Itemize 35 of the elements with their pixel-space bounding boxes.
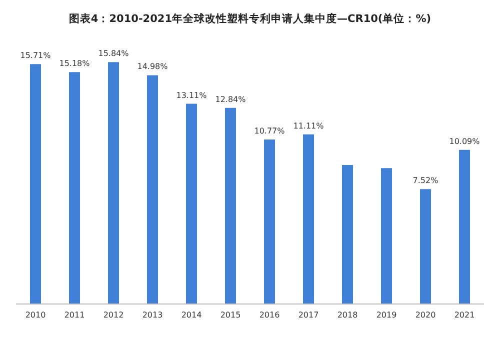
bar (108, 62, 119, 304)
x-tick-label: 2014 (181, 310, 202, 320)
data-label: 10.09% (449, 136, 480, 146)
x-tick-label: 2019 (376, 310, 397, 320)
bar (30, 64, 41, 304)
data-label: 7.52% (412, 176, 439, 186)
data-label: 15.71% (20, 51, 52, 60)
bar (381, 168, 392, 304)
data-label: 10.77% (254, 126, 286, 136)
bar (147, 75, 158, 304)
bar (342, 165, 353, 304)
x-tick-label: 2020 (415, 310, 436, 320)
bar (303, 134, 314, 304)
bar (459, 150, 470, 304)
data-label: 13.11% (176, 90, 208, 100)
bar (69, 72, 80, 304)
data-label: 12.84% (215, 94, 246, 104)
data-label: 11.11% (293, 121, 324, 130)
x-tick-label: 2016 (259, 310, 280, 320)
data-label: 14.98% (137, 62, 168, 72)
chart-title: 图表4：2010-2021年全球改性塑料专利申请人集中度—CR10(单位：%) (68, 12, 432, 27)
bar (186, 104, 197, 304)
data-label: 15.84% (98, 49, 130, 58)
data-label: 15.18% (59, 59, 90, 68)
bar (420, 189, 431, 304)
x-tick-label: 2010 (25, 310, 46, 320)
x-tick-label: 2013 (142, 310, 163, 320)
x-tick-label: 2012 (103, 310, 124, 320)
x-tick-label: 2021 (454, 310, 475, 320)
x-tick-label: 2017 (298, 310, 319, 320)
bar (264, 140, 275, 304)
x-tick-label: 2015 (220, 310, 241, 320)
x-tick-label: 2011 (64, 310, 85, 320)
bar (225, 108, 236, 304)
x-tick-label: 2018 (337, 310, 358, 320)
